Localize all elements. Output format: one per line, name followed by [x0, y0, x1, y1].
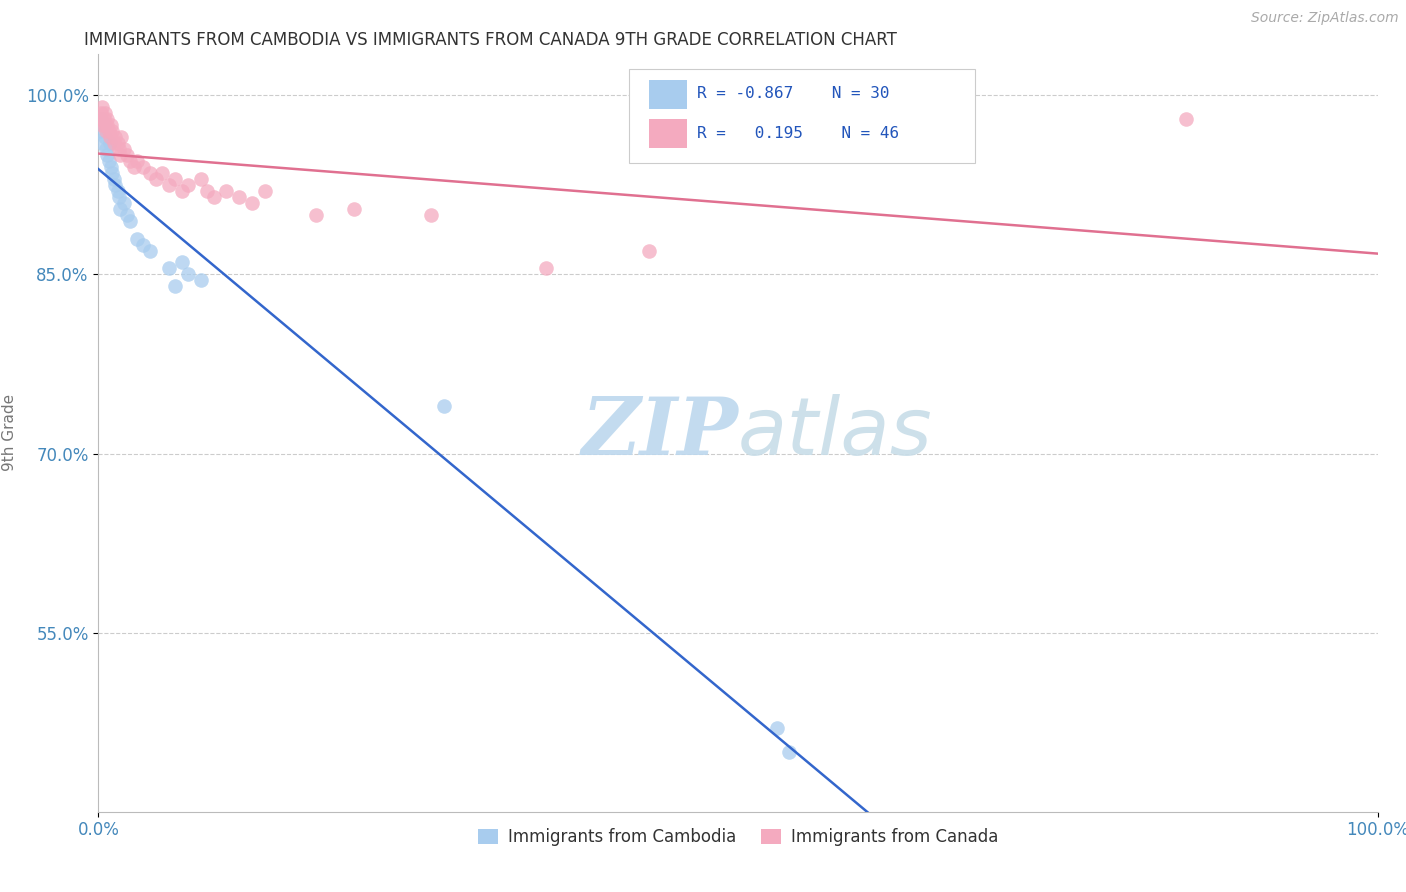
- Point: [94, 118, 117, 132]
- Point: [637, 244, 659, 258]
- FancyBboxPatch shape: [630, 69, 974, 163]
- Point: [103, 136, 125, 150]
- Point: [96, 112, 118, 127]
- Point: [98, 136, 121, 150]
- Point: [93, 112, 115, 127]
- Point: [107, 136, 129, 150]
- Point: [433, 399, 456, 413]
- Point: [108, 190, 131, 204]
- Point: [112, 195, 135, 210]
- Point: [104, 178, 127, 192]
- Point: [98, 130, 121, 145]
- Point: [104, 130, 127, 145]
- Point: [165, 172, 187, 186]
- Y-axis label: 9th Grade: 9th Grade: [3, 394, 17, 471]
- Point: [107, 184, 129, 198]
- Point: [94, 130, 117, 145]
- Point: [132, 237, 155, 252]
- Point: [115, 208, 138, 222]
- Point: [177, 268, 200, 282]
- Point: [89, 124, 111, 138]
- Text: R = -0.867    N = 30: R = -0.867 N = 30: [697, 87, 890, 101]
- Point: [253, 184, 276, 198]
- Point: [132, 160, 155, 174]
- Point: [89, 112, 111, 127]
- Point: [190, 172, 212, 186]
- Point: [170, 184, 193, 198]
- Point: [152, 166, 174, 180]
- Point: [94, 142, 117, 156]
- Point: [97, 153, 120, 168]
- Point: [110, 130, 132, 145]
- Point: [108, 202, 131, 216]
- Point: [93, 118, 115, 132]
- Point: [177, 178, 200, 192]
- Point: [765, 721, 787, 735]
- Point: [108, 142, 131, 156]
- Text: ZIP: ZIP: [581, 394, 738, 471]
- Point: [534, 261, 557, 276]
- Point: [100, 160, 122, 174]
- Point: [91, 100, 114, 114]
- Point: [103, 172, 125, 186]
- Point: [122, 160, 145, 174]
- Point: [157, 178, 180, 192]
- Point: [125, 153, 148, 168]
- Point: [343, 202, 366, 216]
- Point: [202, 190, 225, 204]
- Point: [157, 261, 180, 276]
- Point: [112, 142, 135, 156]
- Point: [138, 244, 160, 258]
- Point: [138, 166, 160, 180]
- Point: [215, 184, 238, 198]
- Point: [190, 273, 212, 287]
- Point: [240, 195, 263, 210]
- Point: [165, 279, 187, 293]
- Point: [108, 148, 131, 162]
- Point: [91, 136, 114, 150]
- Point: [90, 106, 112, 120]
- Point: [305, 208, 328, 222]
- Point: [101, 166, 124, 180]
- Point: [120, 153, 142, 168]
- Text: Source: ZipAtlas.com: Source: ZipAtlas.com: [1251, 12, 1399, 25]
- FancyBboxPatch shape: [648, 80, 688, 109]
- Text: IMMIGRANTS FROM CAMBODIA VS IMMIGRANTS FROM CANADA 9TH GRADE CORRELATION CHART: IMMIGRANTS FROM CAMBODIA VS IMMIGRANTS F…: [84, 31, 897, 49]
- Point: [145, 172, 167, 186]
- Point: [100, 118, 122, 132]
- Point: [94, 106, 117, 120]
- Text: R =   0.195    N = 46: R = 0.195 N = 46: [697, 126, 900, 141]
- Legend: Immigrants from Cambodia, Immigrants from Canada: Immigrants from Cambodia, Immigrants fro…: [471, 822, 1005, 853]
- Point: [1174, 112, 1197, 127]
- Point: [91, 118, 114, 132]
- Point: [420, 208, 443, 222]
- Point: [96, 118, 118, 132]
- Point: [101, 124, 124, 138]
- Text: atlas: atlas: [738, 393, 934, 472]
- Point: [195, 184, 218, 198]
- Point: [97, 124, 120, 138]
- Point: [96, 148, 118, 162]
- Point: [115, 148, 138, 162]
- Point: [125, 231, 148, 245]
- Point: [90, 112, 112, 127]
- Point: [94, 124, 117, 138]
- Point: [778, 745, 800, 759]
- Point: [120, 213, 142, 227]
- Point: [228, 190, 250, 204]
- FancyBboxPatch shape: [648, 120, 688, 148]
- Point: [170, 255, 193, 269]
